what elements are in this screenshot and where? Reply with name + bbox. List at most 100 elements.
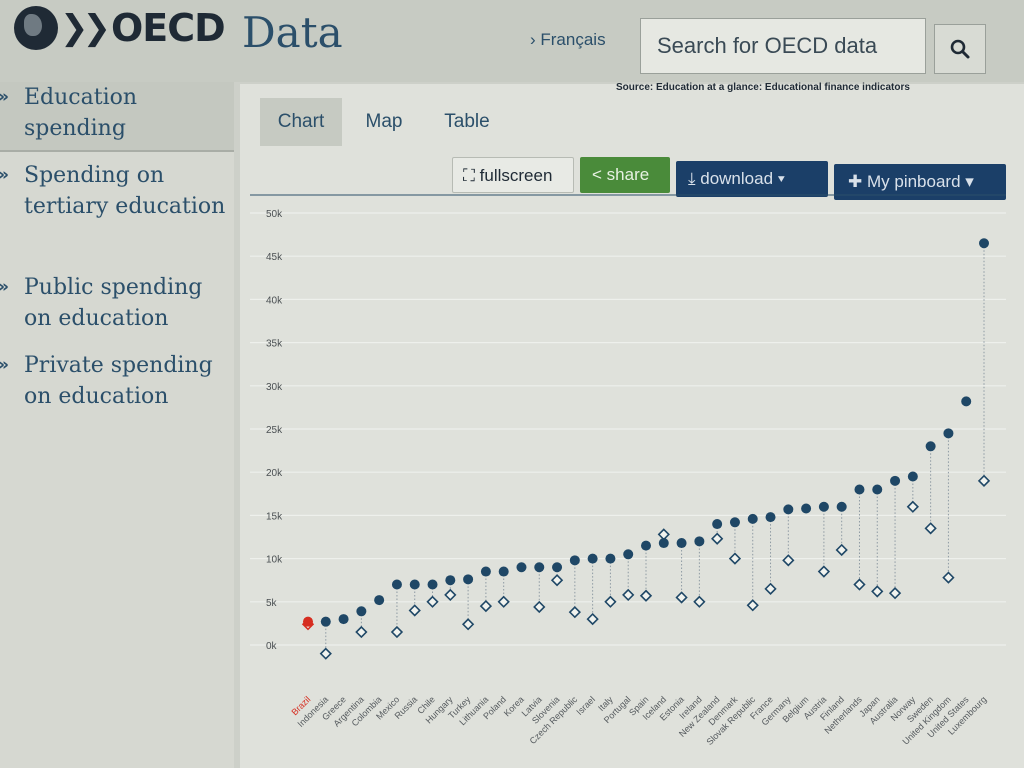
circle-point [872, 484, 883, 495]
y-tick-label: 15k [266, 511, 283, 522]
circle-point [765, 512, 776, 523]
circle-point [890, 475, 901, 486]
diamond-point [533, 600, 546, 614]
circle-point [979, 238, 989, 249]
diamond-point [657, 528, 670, 541]
circle-point [534, 562, 545, 573]
circle-point [356, 606, 367, 617]
circle-point [836, 501, 847, 512]
y-tick-label: 35k [266, 339, 283, 350]
double-chevron-icon: » [0, 160, 9, 191]
diamond-point [942, 571, 955, 584]
diamond-point [355, 625, 368, 639]
circle-point [658, 538, 669, 549]
diamond-point [924, 522, 937, 535]
circle-point [445, 575, 456, 586]
circle-point [409, 579, 420, 590]
circle-point [854, 484, 865, 495]
y-tick-label: 40k [266, 295, 283, 306]
diamond-point [764, 582, 777, 595]
circle-point [320, 616, 331, 627]
diamond-point [888, 587, 902, 600]
download-button[interactable]: ⤓ download ▾ [676, 161, 828, 197]
circle-point [907, 471, 918, 482]
y-tick-label: 10k [266, 555, 283, 566]
search-input[interactable] [641, 19, 929, 73]
diamond-point [408, 604, 421, 617]
sidebar-item-label: Private spending on education [24, 353, 213, 409]
share-icon: < [592, 165, 602, 184]
circle-point [712, 519, 723, 530]
circle-point [623, 549, 634, 560]
sidebar-item-private-spending[interactable]: » Private spending on education [0, 350, 234, 446]
double-chevron-icon: » [0, 272, 9, 303]
search-button[interactable] [934, 24, 986, 74]
y-tick-label: 50k [266, 209, 283, 220]
diamond-point [586, 612, 599, 626]
search-icon [950, 39, 970, 59]
circle-point [569, 555, 580, 566]
diamond-point [622, 588, 635, 602]
circle-point [747, 513, 758, 524]
y-tick-label: 25k [266, 425, 283, 436]
fullscreen-label: fullscreen [479, 166, 553, 185]
sidebar: » Education spending » Spending on terti… [0, 82, 234, 768]
circle-point [480, 566, 491, 577]
circle-point [605, 553, 616, 564]
diamond-point [906, 500, 919, 513]
y-tick-label: 20k [266, 468, 283, 479]
circle-point [338, 614, 349, 625]
diamond-point [835, 543, 848, 557]
diamond-point [871, 585, 884, 598]
diamond-point [639, 589, 653, 602]
diamond-point [746, 599, 759, 612]
tab-chart[interactable]: Chart [260, 98, 342, 146]
sidebar-item-public-spending[interactable]: » Public spending on education [0, 272, 234, 336]
circle-point [641, 540, 651, 551]
double-chevron-icon: » [0, 350, 9, 381]
pinboard-label: My pinboard ▾ [866, 172, 974, 191]
double-chevron-icon: » [0, 82, 9, 113]
share-label: share [606, 165, 650, 184]
sidebar-item-label: Spending on tertiary education [24, 163, 226, 219]
tab-table[interactable]: Table [444, 111, 490, 132]
y-tick-label: 0k [266, 641, 278, 652]
diamond-point [461, 618, 475, 631]
sidebar-item-tertiary-spending[interactable]: » Spending on tertiary education [0, 160, 234, 256]
diamond-point [479, 599, 493, 613]
circle-point [463, 574, 474, 585]
circle-point [427, 579, 438, 590]
sidebar-item-education-spending[interactable]: » Education spending [0, 82, 234, 152]
tab-map[interactable]: Map [365, 111, 403, 132]
y-tick-label: 45k [266, 252, 283, 263]
circle-point [676, 538, 687, 549]
language-link[interactable]: › Français [530, 30, 606, 49]
oecd-logo[interactable]: ❯❯ OECD [14, 6, 226, 50]
diamond-point [444, 588, 457, 602]
diamond-point [568, 606, 581, 619]
sidebar-item-label: Public spending on education [24, 275, 203, 331]
share-button[interactable]: < share [580, 157, 670, 193]
download-icon: ⤓ [688, 169, 696, 188]
diamond-point [711, 532, 724, 545]
circle-point [925, 441, 936, 452]
circle-point [498, 566, 509, 577]
diamond-point [782, 554, 795, 567]
source-note: Source: Education at a glance: Education… [616, 82, 910, 93]
y-tick-label: 30k [266, 382, 283, 393]
circle-point [729, 517, 740, 528]
section-title: Data [242, 8, 343, 57]
globe-icon [14, 6, 58, 50]
fullscreen-button[interactable]: ⛶ fullscreen [452, 157, 574, 193]
search-box [640, 18, 929, 74]
diamond-point [426, 595, 439, 608]
diamond-point [977, 474, 991, 487]
diamond-point [728, 552, 742, 565]
circle-point [552, 562, 563, 573]
circle-point [694, 536, 705, 547]
circle-point [961, 396, 972, 407]
pin-icon: ✚ [848, 172, 863, 191]
y-tick-label: 5k [266, 598, 278, 609]
pinboard-button[interactable]: ✚ My pinboard ▾ [834, 164, 1006, 200]
